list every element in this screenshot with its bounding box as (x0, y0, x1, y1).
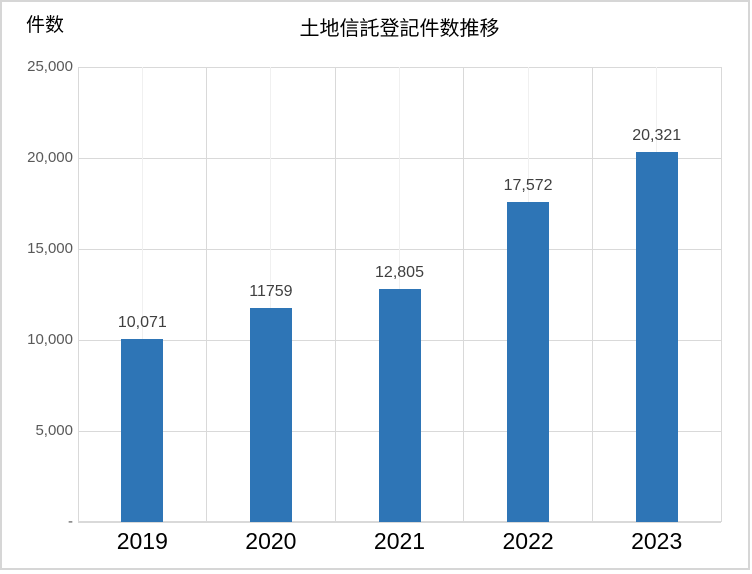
y-axis-tick-label: 15,000 (27, 240, 73, 257)
x-category-label: 2020 (245, 528, 297, 554)
chart-title: 土地信託登記件数推移 (299, 18, 500, 40)
x-category-label: 2023 (631, 528, 683, 554)
x-category-label: 2022 (502, 528, 554, 554)
bar-value-label: 20,321 (632, 127, 682, 145)
x-category-label: 2021 (373, 528, 426, 554)
y-axis-tick-label: 10,000 (27, 331, 73, 348)
bar (121, 338, 164, 522)
vertical-gridline-major (720, 67, 722, 522)
y-axis-title: 件数 (26, 15, 65, 36)
bar-value-label: 17,572 (503, 177, 553, 195)
vertical-gridline-minor (141, 67, 143, 522)
x-category-label: 2019 (116, 528, 168, 554)
bar (249, 308, 292, 522)
y-axis-tick-label: 25,000 (27, 58, 73, 75)
y-axis-tick-label: 5,000 (35, 422, 73, 439)
bar-value-label: 12,805 (375, 263, 424, 281)
bar (378, 288, 421, 522)
vertical-gridline-minor (270, 67, 272, 522)
plot-area: 10,071 11759 12,805 17,572 20,321 (77, 66, 722, 523)
vertical-gridline-major (206, 67, 208, 522)
vertical-gridline-major (591, 67, 593, 522)
bar-value-label: 11759 (249, 283, 293, 300)
bar (635, 152, 678, 522)
vertical-gridline-major (334, 67, 336, 522)
bar-value-label: 10,071 (117, 313, 167, 331)
y-axis-tick-label: 20,000 (27, 149, 73, 166)
bar (507, 202, 550, 522)
y-axis-tick-label: - (68, 513, 73, 530)
x-axis-line (78, 521, 721, 523)
vertical-gridline-major (463, 67, 465, 522)
vertical-gridline-major (77, 67, 79, 522)
